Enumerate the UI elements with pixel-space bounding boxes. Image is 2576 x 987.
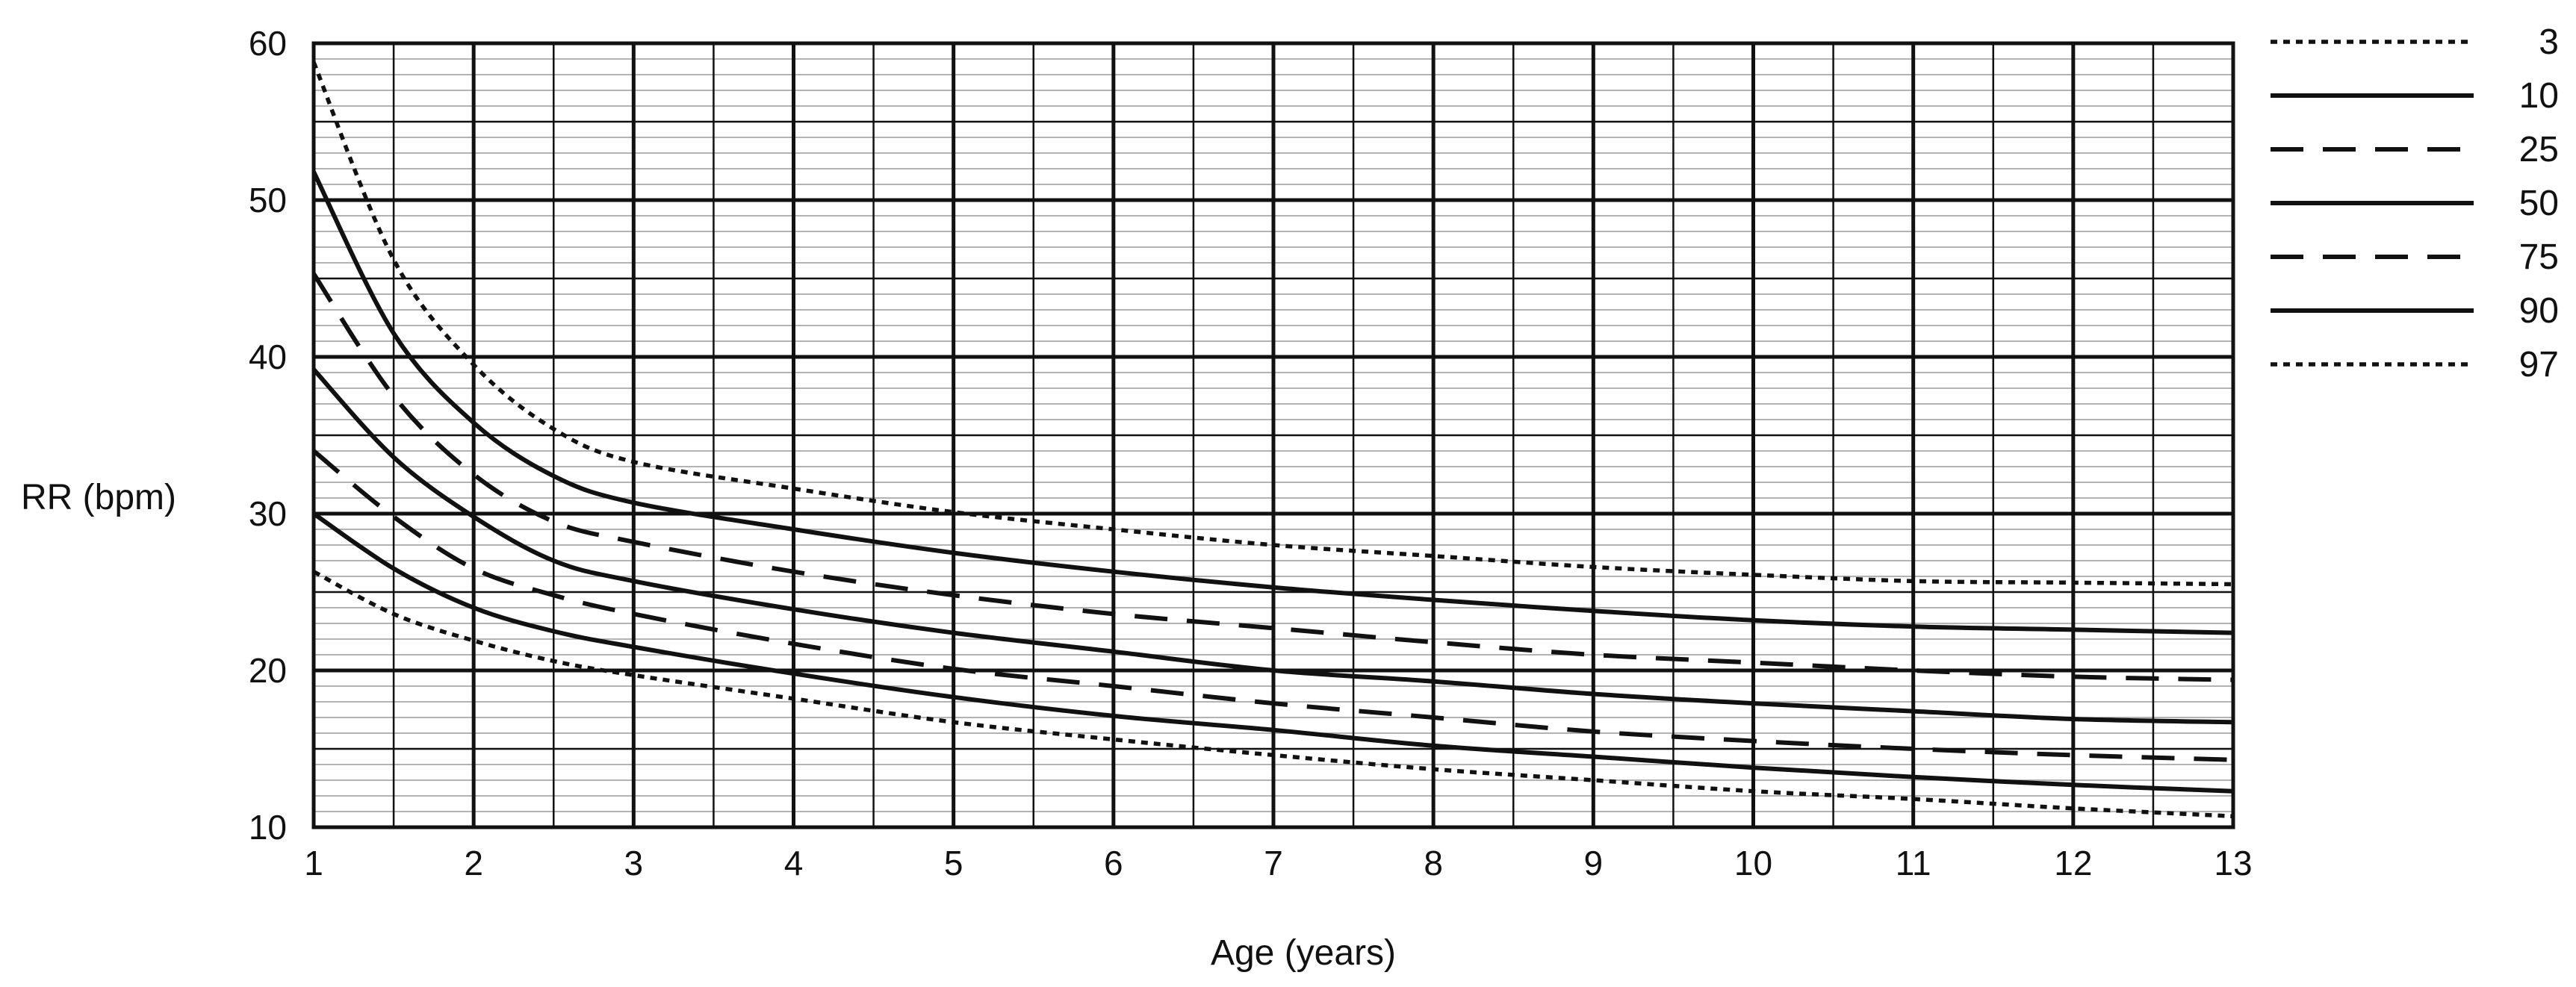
series-line-p10 <box>312 511 2234 794</box>
series-line-p25 <box>312 449 2234 762</box>
x-axis-title: Age (years) <box>1211 933 1396 973</box>
legend-label-p50: 50 <box>2519 184 2559 223</box>
y-tick-label: 10 <box>249 808 287 847</box>
y-tick-label: 50 <box>249 181 287 219</box>
series-line-p75 <box>311 273 2234 682</box>
x-tick-label: 2 <box>464 844 483 882</box>
y-axis-tick-labels: 10 20 30 40 50 60 <box>249 24 287 847</box>
major-gridlines <box>311 41 2235 829</box>
legend-label-p75: 75 <box>2519 237 2559 277</box>
legend-label-p90: 90 <box>2519 291 2559 331</box>
x-tick-label: 4 <box>784 844 804 882</box>
x-tick-label: 1 <box>304 844 323 882</box>
y-tick-label: 20 <box>249 651 287 690</box>
legend-label-p97: 97 <box>2519 345 2559 384</box>
x-tick-label: 7 <box>1264 844 1283 882</box>
legend-label-p10: 10 <box>2519 76 2559 116</box>
y-axis-title: RR (bpm) <box>21 478 176 517</box>
x-tick-label: 13 <box>2214 844 2252 882</box>
series-line-p97 <box>311 61 2234 587</box>
series-lines <box>311 61 2234 819</box>
plot-frame <box>311 41 2235 829</box>
legend: 3 10 25 50 75 90 97 <box>2271 22 2559 384</box>
series-line-p90 <box>311 170 2234 635</box>
x-tick-label: 11 <box>1896 844 1931 882</box>
series-line-p3 <box>312 570 2234 819</box>
y-tick-label: 30 <box>249 494 287 533</box>
x-tick-label: 10 <box>1734 844 1772 882</box>
y-tick-label: 40 <box>249 337 287 376</box>
x-tick-label: 9 <box>1584 844 1604 882</box>
y-tick-label: 60 <box>249 24 287 63</box>
x-tick-label: 3 <box>624 844 644 882</box>
legend-label-p3: 3 <box>2539 22 2559 62</box>
x-tick-label: 6 <box>1104 844 1123 882</box>
x-tick-label: 5 <box>944 844 963 882</box>
x-tick-label: 12 <box>2054 844 2092 882</box>
series-line-p50 <box>311 367 2234 725</box>
x-tick-label: 8 <box>1424 844 1443 882</box>
legend-label-p25: 25 <box>2519 130 2559 169</box>
x-axis-tick-labels: 1 2 3 4 5 6 7 8 9 10 11 12 13 <box>304 844 2252 882</box>
